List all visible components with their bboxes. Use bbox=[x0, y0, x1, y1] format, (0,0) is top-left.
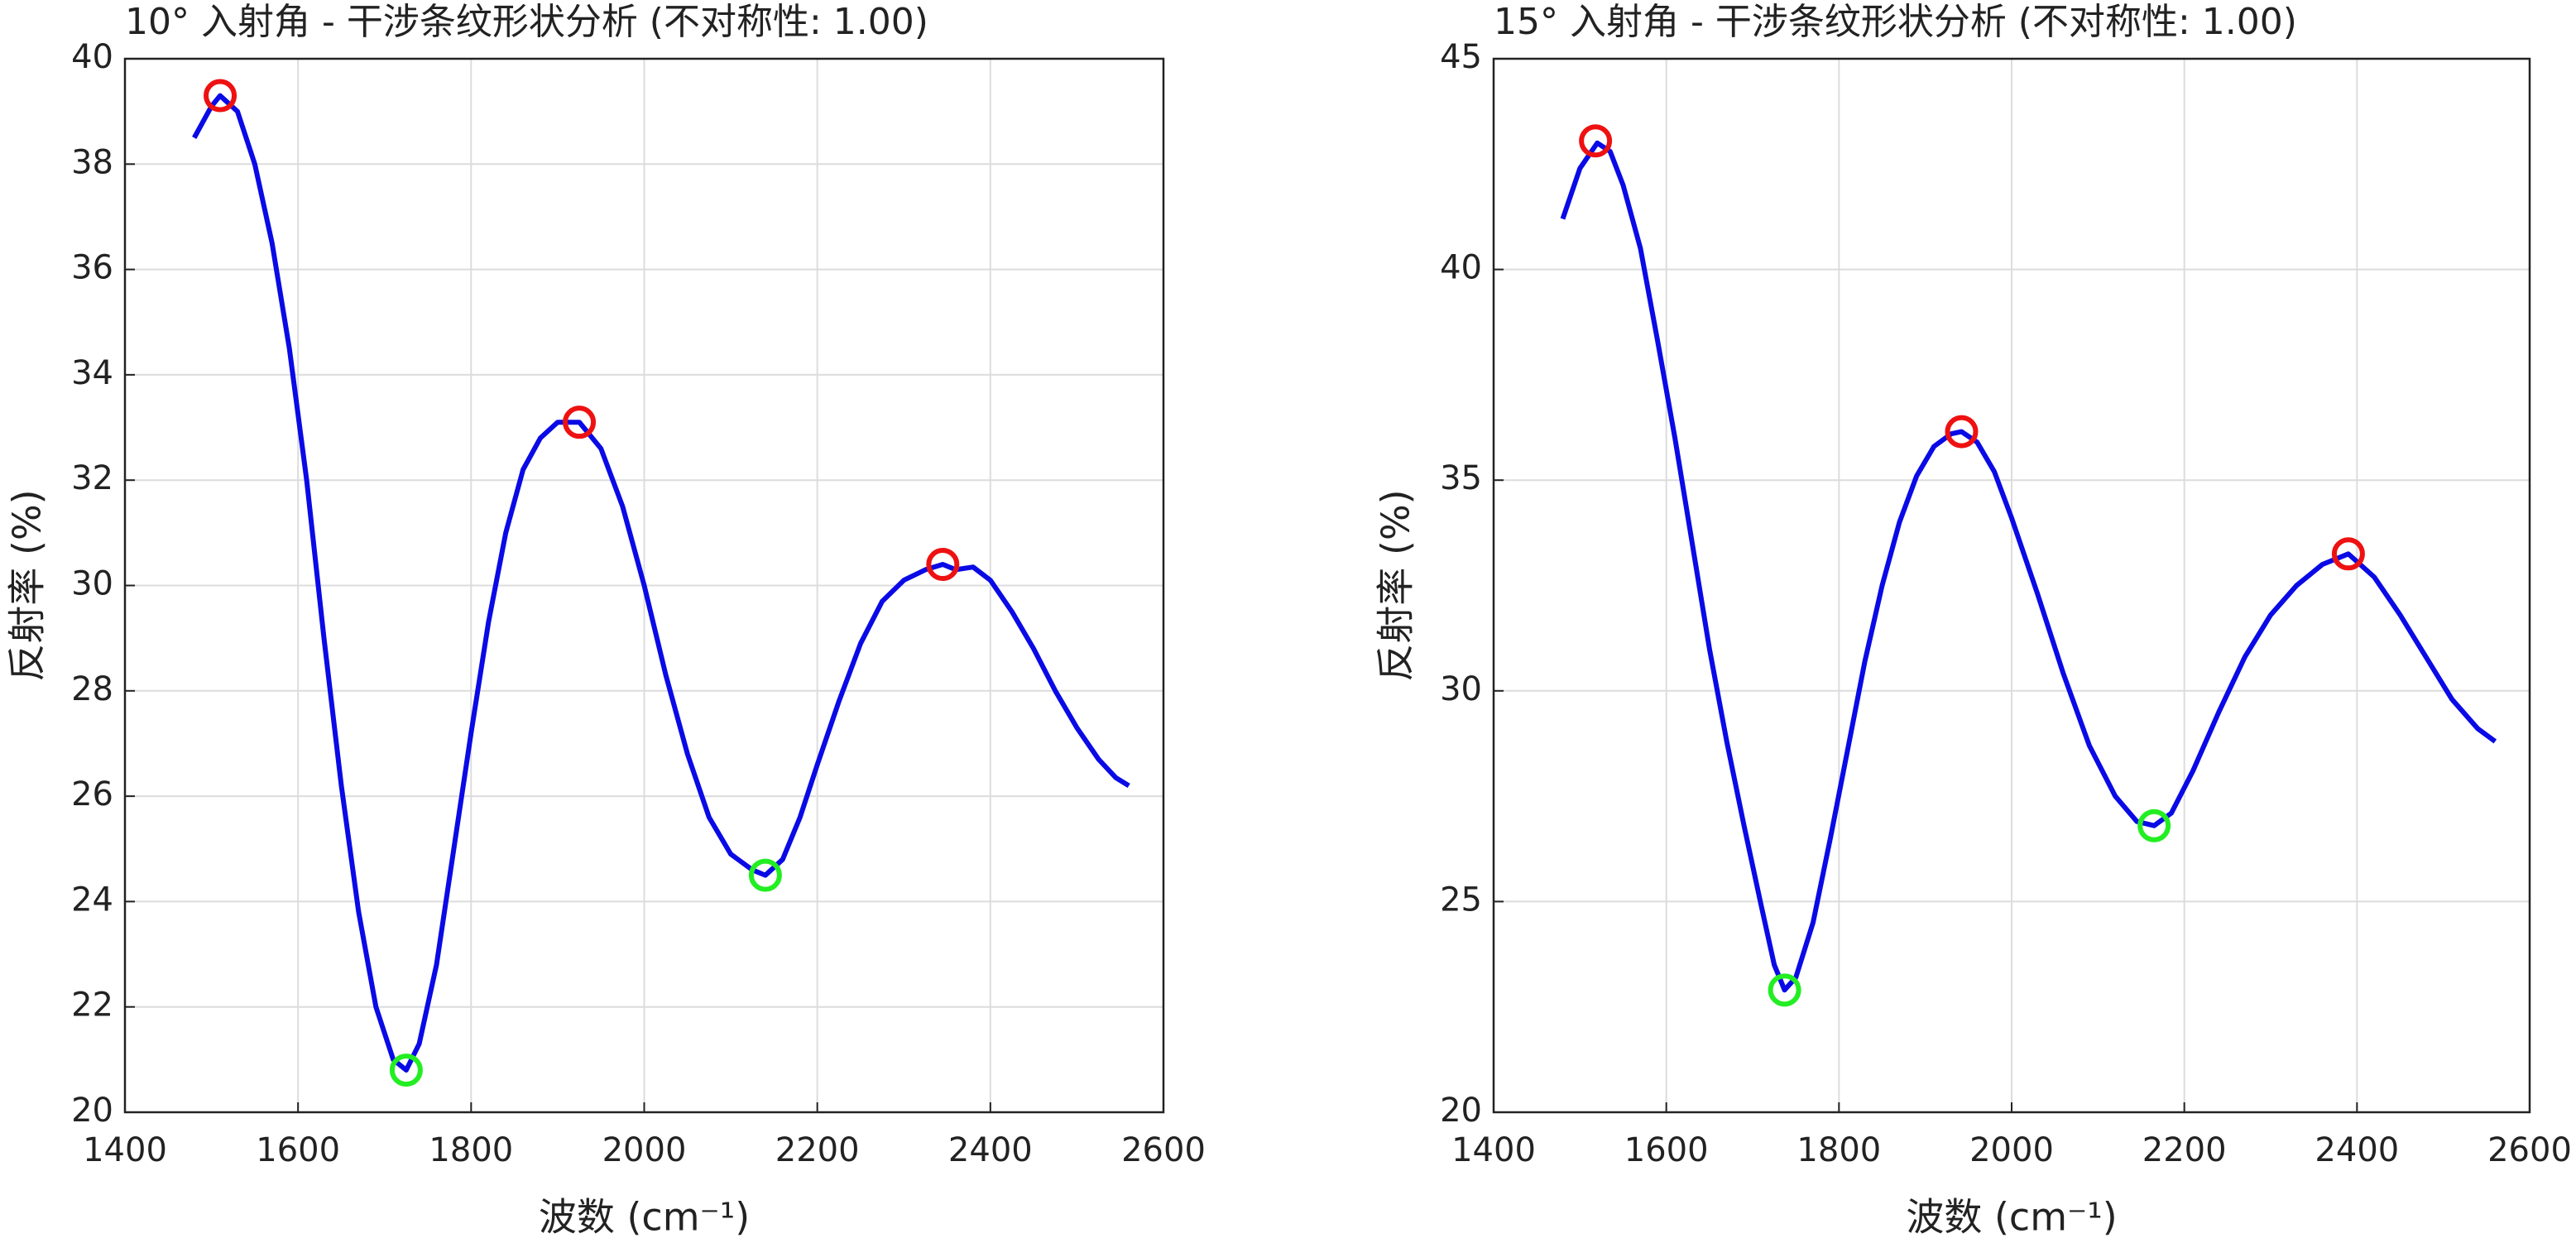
y-tick-label: 34 bbox=[71, 354, 113, 392]
y-tick-label: 25 bbox=[1440, 881, 1482, 919]
peak-marker bbox=[2331, 537, 2365, 571]
x-axis-label: 波数 (cm⁻¹) bbox=[1906, 1195, 2117, 1240]
valley-marker bbox=[748, 858, 782, 892]
axes: 1400 1600 1800 2000 2200 2400 2600 20 22 24 26 28 30… bbox=[5, 1, 1206, 1240]
y-tick-label: 26 bbox=[71, 775, 113, 813]
y-tick-label: 32 bbox=[71, 459, 113, 497]
data-line bbox=[1560, 140, 2497, 993]
y-tick-label: 24 bbox=[71, 881, 113, 919]
peak-marker bbox=[1945, 415, 1979, 449]
y-axis-label: 反射率 (%) bbox=[1374, 489, 1418, 681]
x-tick-label: 2200 bbox=[775, 1131, 860, 1169]
axes-box bbox=[1492, 57, 2531, 1114]
peak-marker bbox=[1579, 124, 1613, 158]
valley-marker bbox=[1768, 973, 1801, 1007]
y-tick-label: 30 bbox=[1440, 670, 1482, 708]
peak-marker bbox=[926, 548, 960, 582]
valley-marker bbox=[389, 1053, 423, 1087]
valley-marker bbox=[2137, 809, 2171, 842]
x-tick-label: 1800 bbox=[1796, 1131, 1881, 1169]
chart-title: 15° 入射角 - 干涉条纹形状分析 (不对称性: 1.00) bbox=[1494, 1, 2297, 43]
peak-marker bbox=[563, 406, 597, 439]
x-tick-label: 2000 bbox=[1969, 1131, 2054, 1169]
y-axis-label: 反射率 (%) bbox=[5, 489, 50, 681]
x-tick-label: 2200 bbox=[2142, 1131, 2227, 1169]
y-tick-label: 20 bbox=[71, 1092, 113, 1130]
y-tick-label: 30 bbox=[71, 565, 113, 603]
x-tick-label: 1600 bbox=[256, 1131, 340, 1169]
x-tick-label: 1400 bbox=[83, 1131, 167, 1169]
axes-box bbox=[123, 57, 1165, 1114]
x-axis-label: 波数 (cm⁻¹) bbox=[539, 1195, 750, 1240]
y-tick-label: 40 bbox=[71, 38, 113, 76]
x-tick-label: 1600 bbox=[1624, 1131, 1709, 1169]
y-tick-label: 36 bbox=[71, 249, 113, 287]
chart-title: 10° 入射角 - 干涉条纹形状分析 (不对称性: 1.00) bbox=[125, 1, 928, 43]
axes: 1400 1600 1800 2000 2200 2400 2600 20 25 30 35 40 45… bbox=[1374, 1, 2572, 1240]
x-tick-label: 1400 bbox=[1451, 1131, 1536, 1169]
x-tick-label: 2400 bbox=[948, 1131, 1033, 1169]
x-tick-label: 2600 bbox=[2487, 1131, 2572, 1169]
y-tick-label: 20 bbox=[1440, 1092, 1482, 1130]
y-tick-label: 28 bbox=[71, 670, 113, 708]
x-tick-label: 1800 bbox=[429, 1131, 513, 1169]
peak-marker bbox=[204, 79, 237, 113]
y-tick-label: 38 bbox=[71, 143, 113, 181]
y-tick-label: 45 bbox=[1440, 38, 1482, 76]
x-tick-label: 2400 bbox=[2315, 1131, 2399, 1169]
x-tick-label: 2000 bbox=[602, 1131, 687, 1169]
y-tick-label: 40 bbox=[1440, 249, 1482, 287]
x-tick-label: 2600 bbox=[1121, 1131, 1206, 1169]
y-tick-label: 35 bbox=[1440, 459, 1482, 497]
data-line bbox=[192, 93, 1130, 1073]
y-tick-label: 22 bbox=[71, 986, 113, 1025]
